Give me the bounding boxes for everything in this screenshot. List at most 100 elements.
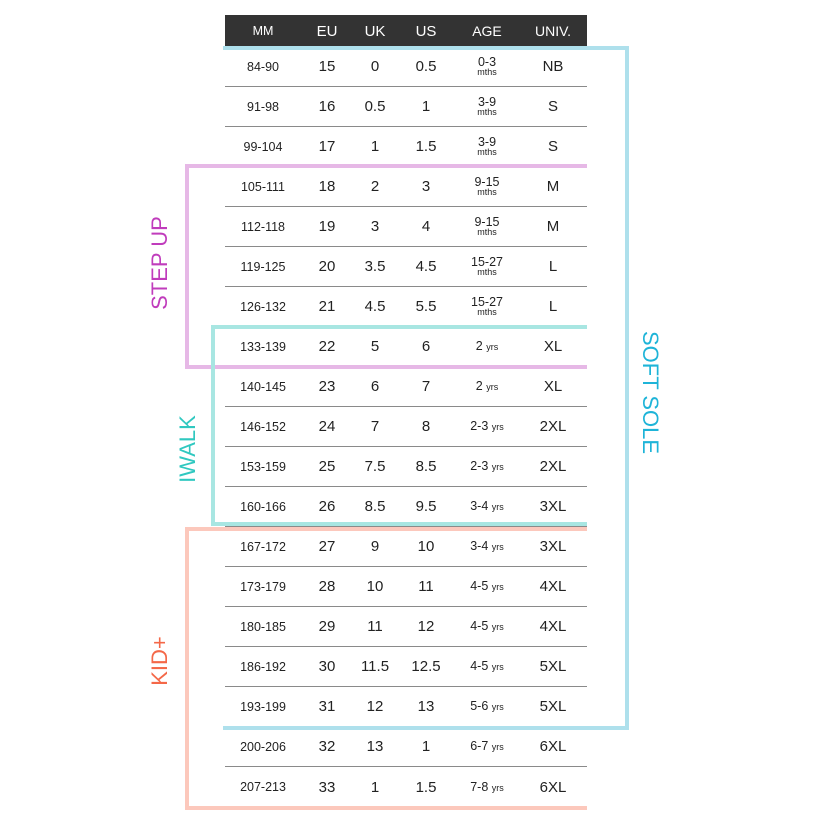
header-mm: MM xyxy=(252,24,274,38)
cell-mm: 180-185 xyxy=(240,619,286,634)
cell-univ: 4XL xyxy=(539,578,567,595)
age-unit: mths xyxy=(477,187,497,198)
age-unit: yrs xyxy=(491,742,504,753)
age-value: 6-7 xyxy=(470,739,489,754)
age-unit: yrs xyxy=(491,702,504,713)
cell-age: 7-8 yrs xyxy=(455,781,519,794)
cell-uk: 10 xyxy=(366,578,384,595)
table-row: 153-159 25 7.5 8.5 2-3 yrs 2XL xyxy=(225,447,587,487)
header-age: AGE xyxy=(472,23,502,39)
header-eu: EU xyxy=(316,22,338,40)
cell-age: 2-3 yrs xyxy=(455,420,519,433)
table-row: 160-166 26 8.5 9.5 3-4 yrs 3XL xyxy=(225,487,587,527)
table-header: MM EU UK US AGE UNIV. xyxy=(225,15,587,47)
cell-mm: 105-111 xyxy=(240,179,286,194)
cell-uk: 11 xyxy=(367,618,383,635)
cell-mm: 126-132 xyxy=(240,299,286,314)
cell-uk: 8.5 xyxy=(364,498,386,515)
cell-age: 9-15 mths xyxy=(455,216,519,238)
age-unit: yrs xyxy=(491,582,504,593)
cell-eu: 27 xyxy=(318,538,336,555)
cell-uk: 3 xyxy=(370,218,380,235)
cell-univ: 6XL xyxy=(539,778,567,796)
age-value: 2-3 xyxy=(470,419,489,434)
age-unit: mths xyxy=(477,307,497,318)
age-unit: mths xyxy=(477,67,497,78)
cell-age: 0-3 mths xyxy=(455,56,519,78)
cell-uk: 0.5 xyxy=(364,98,386,115)
cell-mm: 186-192 xyxy=(240,659,286,674)
cell-age: 3-9 mths xyxy=(455,136,519,158)
cell-us: 8 xyxy=(421,418,431,435)
cell-mm: 207-213 xyxy=(240,780,286,794)
table-row: 99-104 17 1 1.5 3-9 mths S xyxy=(225,127,587,167)
age-unit: yrs xyxy=(491,422,504,433)
cell-us: 10 xyxy=(417,538,435,555)
age-unit: mths xyxy=(477,107,497,118)
cell-uk: 12 xyxy=(366,698,384,715)
age-unit: mths xyxy=(477,267,497,278)
age-unit: mths xyxy=(477,227,497,238)
cell-univ: 5XL xyxy=(539,698,567,715)
age-unit: yrs xyxy=(486,382,499,393)
cell-eu: 18 xyxy=(318,178,336,195)
table-row: 133-139 22 5 6 2 yrs XL xyxy=(225,327,587,367)
cell-uk: 7.5 xyxy=(364,458,386,475)
cell-us: 12.5 xyxy=(411,658,441,675)
age-value: 9-15 xyxy=(474,214,500,229)
table-row: 180-185 29 11 12 4-5 yrs 4XL xyxy=(225,607,587,647)
table-row: 146-152 24 7 8 2-3 yrs 2XL xyxy=(225,407,587,447)
cell-univ: XL xyxy=(543,338,563,355)
cell-eu: 24 xyxy=(318,418,336,435)
age-unit: yrs xyxy=(491,502,504,513)
cell-univ: 6XL xyxy=(539,738,567,755)
cell-mm: 153-159 xyxy=(240,459,286,474)
cell-age: 15-27 mths xyxy=(455,256,519,278)
cell-univ: S xyxy=(547,138,558,155)
cell-age: 4-5 yrs xyxy=(455,580,519,593)
age-value: 4-5 xyxy=(470,619,489,634)
age-unit: yrs xyxy=(491,782,504,793)
cell-eu: 20 xyxy=(318,258,336,275)
cell-age: 4-5 yrs xyxy=(455,660,519,673)
cell-univ: 5XL xyxy=(539,658,567,675)
cell-eu: 28 xyxy=(318,578,336,595)
iwalk-label: IWALK xyxy=(175,415,200,483)
age-value: 15-27 xyxy=(471,294,503,309)
age-unit: mths xyxy=(477,147,497,158)
age-value: 2 xyxy=(475,339,483,354)
age-value: 7-8 xyxy=(470,779,489,794)
table-row: 126-132 21 4.5 5.5 15-27 mths L xyxy=(225,287,587,327)
cell-us: 6 xyxy=(421,338,431,355)
cell-us: 1 xyxy=(421,98,431,115)
age-value: 3-9 xyxy=(477,94,497,109)
cell-eu: 26 xyxy=(318,498,336,515)
cell-univ: S xyxy=(547,98,558,115)
cell-univ: M xyxy=(546,178,560,195)
table-row: 173-179 28 10 11 4-5 yrs 4XL xyxy=(225,567,587,607)
step-up-label: STEP UP xyxy=(147,216,172,310)
age-unit: yrs xyxy=(491,622,504,633)
cell-eu: 16 xyxy=(318,98,336,115)
cell-age: 2-3 yrs xyxy=(455,460,519,473)
cell-us: 7 xyxy=(421,378,431,395)
cell-age: 2 yrs xyxy=(455,380,519,393)
age-unit: yrs xyxy=(491,542,504,553)
age-value: 5-6 xyxy=(470,699,489,714)
cell-eu: 21 xyxy=(318,298,336,315)
age-value: 15-27 xyxy=(471,254,503,269)
table-row: 84-90 15 0 0.5 0-3 mths NB xyxy=(225,47,587,87)
age-unit: yrs xyxy=(491,662,504,673)
cell-uk: 9 xyxy=(370,538,380,555)
cell-uk: 1 xyxy=(370,138,380,155)
cell-univ: NB xyxy=(542,58,564,75)
cell-mm: 173-179 xyxy=(240,579,286,594)
cell-mm: 193-199 xyxy=(240,699,286,714)
cell-age: 2 yrs xyxy=(455,340,519,353)
cell-mm: 160-166 xyxy=(240,499,286,514)
age-value: 2-3 xyxy=(470,459,489,474)
cell-age: 3-4 yrs xyxy=(455,540,519,553)
table-row: 207-213 33 1 1.5 7-8 yrs 6XL xyxy=(225,767,587,807)
cell-univ: L xyxy=(548,298,558,315)
cell-uk: 7 xyxy=(370,418,380,435)
